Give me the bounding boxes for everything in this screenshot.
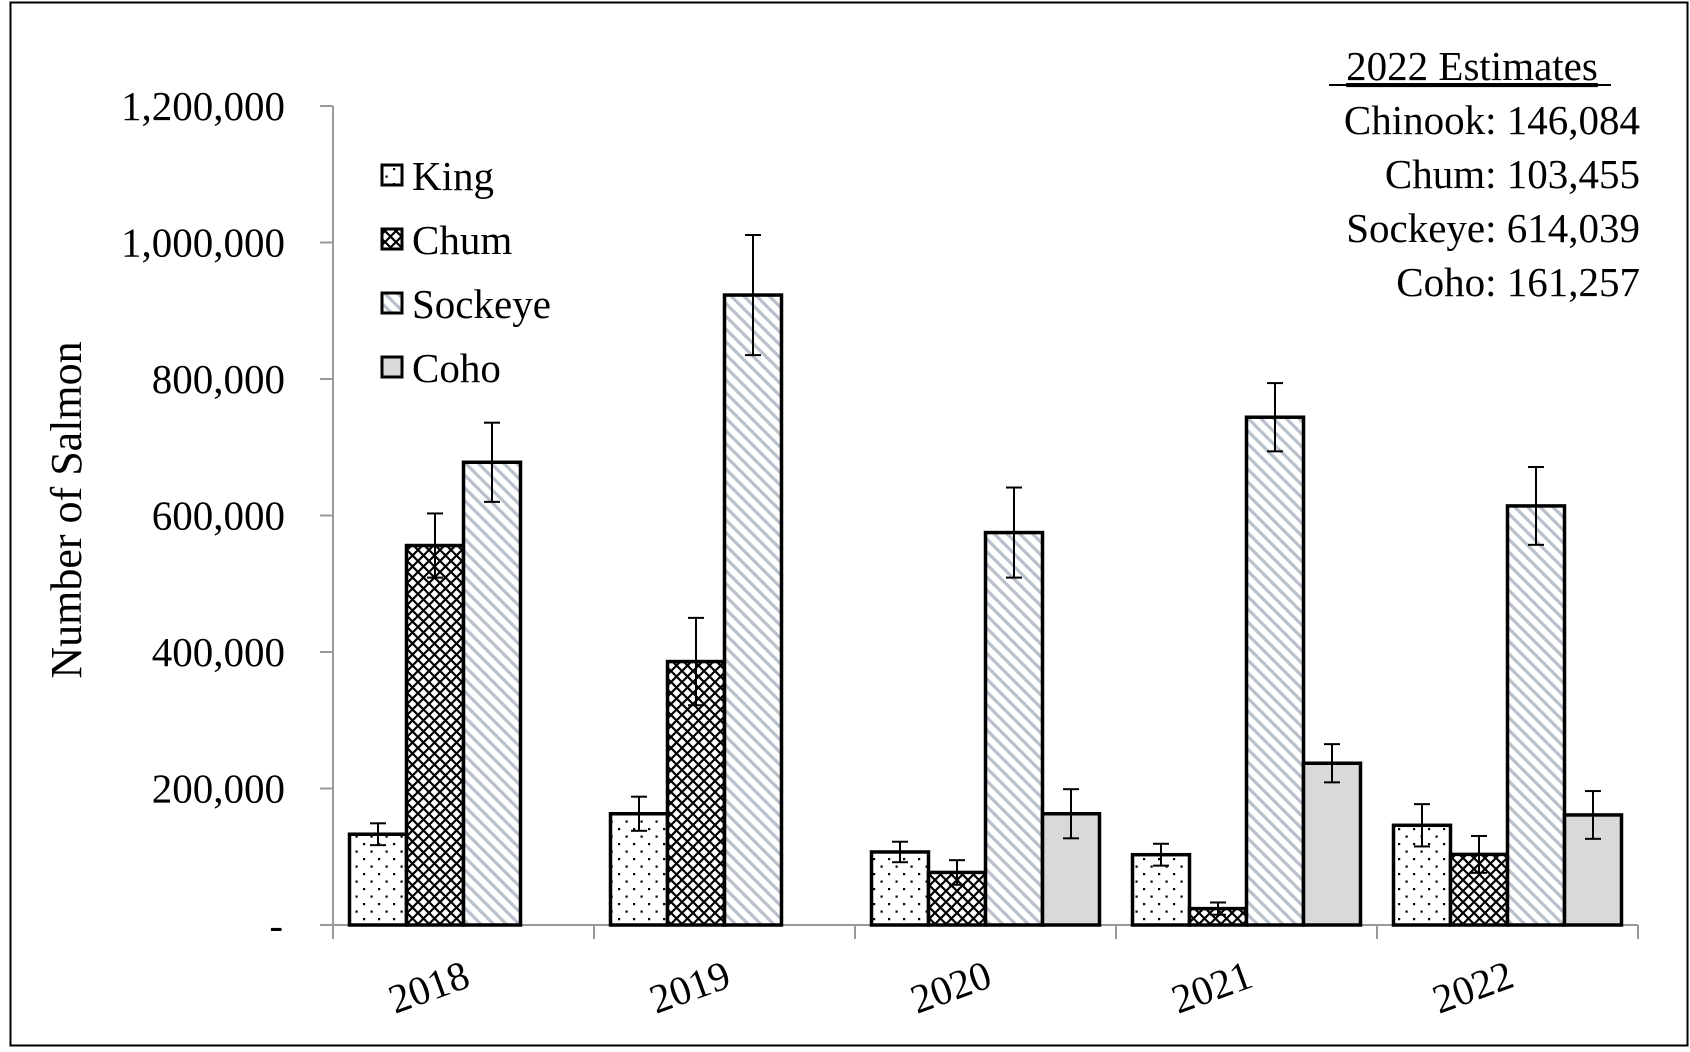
y-tick-label: - [269, 902, 283, 948]
legend-label: Sockeye [412, 281, 551, 327]
estimate-line: Sockeye: 614,039 [1346, 205, 1640, 251]
bar-sockeye [1505, 504, 1567, 927]
y-tick-label: 1,000,000 [121, 220, 285, 266]
y-tick-label: 200,000 [152, 766, 285, 812]
bar-king [347, 832, 409, 927]
legend-swatch-chum [380, 227, 404, 251]
legend-label: King [412, 153, 494, 199]
legend: King Chum Sockeye Coho [380, 153, 551, 391]
estimate-line: Coho: 161,257 [1396, 259, 1640, 305]
y-axis-label: Number of Salmon [42, 341, 91, 678]
estimate-line: Chinook: 146,084 [1344, 97, 1640, 143]
bar-sockeye [983, 530, 1045, 927]
bar-king [869, 850, 931, 927]
y-tick-label: 600,000 [152, 493, 285, 539]
y-tick-label: 800,000 [152, 356, 285, 402]
y-tick-label: 1,200,000 [121, 83, 285, 129]
legend-swatch-sockeye [380, 291, 404, 315]
legend-label: Coho [412, 345, 501, 391]
bar-king [1130, 852, 1192, 927]
legend-swatch-king [380, 163, 404, 187]
y-tick-label: 400,000 [152, 629, 285, 675]
legend-swatch-coho [380, 355, 404, 379]
bar-coho [1301, 761, 1363, 927]
bar-sockeye [1244, 415, 1306, 927]
estimates-annotation: 2022 Estimates Chinook: 146,084 Chum: 103,… [1329, 43, 1640, 305]
estimates-heading: 2022 Estimates [1346, 43, 1598, 89]
bars [347, 233, 1624, 927]
legend-label: Chum [412, 217, 512, 263]
bar-sockeye [461, 460, 523, 927]
estimate-line: Chum: 103,455 [1385, 151, 1640, 197]
bar-sockeye [722, 293, 784, 927]
bar-chum [404, 543, 466, 927]
